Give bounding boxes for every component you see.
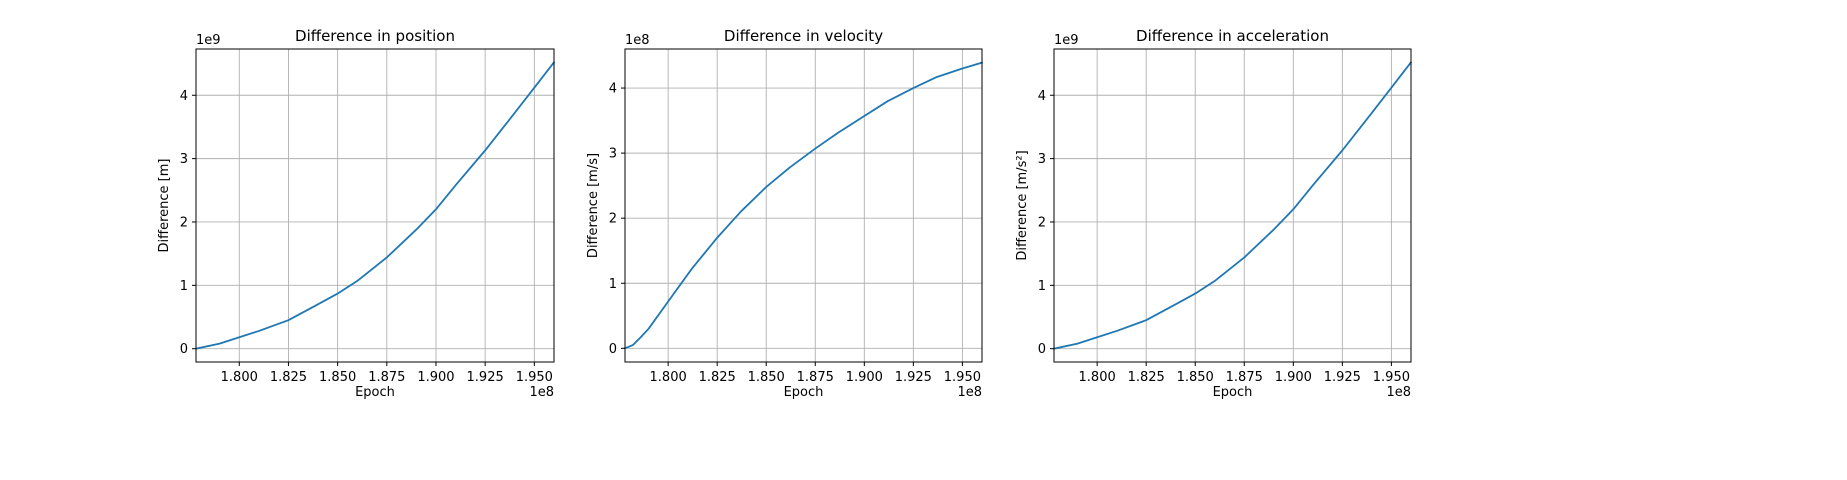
x-tick-label: 1.825 (699, 370, 736, 385)
x-tick-label: 1.925 (467, 370, 504, 385)
y-tick-label: 2 (609, 212, 617, 227)
x-tick-label: 1.950 (1373, 370, 1410, 385)
x-tick-label: 1.875 (797, 370, 834, 385)
x-tick-label: 1.875 (368, 370, 405, 385)
series-line (195, 61, 555, 350)
x-tick-label: 1.950 (944, 370, 981, 385)
x-tick-label: 1.850 (1177, 370, 1214, 385)
series-line (624, 61, 983, 350)
x-tick-label: 1.900 (846, 370, 883, 385)
y-axis-label: Difference [m/s²] (1015, 150, 1030, 260)
x-tick-label: 1.850 (748, 370, 785, 385)
x-tick-label: 1.825 (270, 370, 307, 385)
x-tick-label: 1.950 (516, 370, 553, 385)
subplot-velocity: Difference in velocity 1.800 1.825 1.850 1.… (586, 27, 983, 400)
y-tick-label: 3 (180, 152, 188, 167)
x-offset-label: 1e8 (957, 385, 982, 400)
y-offset-label: 1e9 (196, 33, 221, 48)
x-tick-label: 1.800 (1079, 370, 1116, 385)
x-offset-label: 1e8 (1386, 385, 1411, 400)
x-axis-label: Epoch (1213, 385, 1253, 400)
y-tick-label: 1 (180, 279, 188, 294)
x-tick-label: 1.800 (221, 370, 258, 385)
y-tick-label: 4 (609, 82, 617, 97)
x-tick-label: 1.900 (1275, 370, 1312, 385)
y-tick-label: 4 (180, 89, 188, 104)
x-tick-label: 1.925 (1324, 370, 1361, 385)
y-tick-label: 0 (180, 342, 188, 357)
y-tick-label: 3 (1038, 152, 1046, 167)
axes-frame (1053, 48, 1412, 363)
chart-title: Difference in position (295, 27, 455, 45)
y-tick-label: 3 (609, 147, 617, 162)
x-axis-label: Epoch (784, 385, 824, 400)
axes-frame (624, 48, 983, 363)
x-tick-label: 1.825 (1128, 370, 1165, 385)
subplot-position: Difference in position 1.800 1.825 1.850 1.… (157, 27, 555, 400)
y-tick-label: 1 (609, 277, 617, 292)
y-axis-label: Difference [m/s] (586, 153, 601, 258)
axes-frame (195, 48, 555, 363)
y-axis-label: Difference [m] (157, 159, 172, 253)
x-offset-label: 1e8 (529, 385, 554, 400)
y-tick-label: 0 (609, 342, 617, 357)
chart-title: Difference in velocity (724, 27, 883, 45)
chart-title: Difference in acceleration (1136, 27, 1329, 45)
x-axis-label: Epoch (355, 385, 395, 400)
y-tick-label: 1 (1038, 279, 1046, 294)
x-tick-label: 1.800 (650, 370, 687, 385)
x-tick-label: 1.925 (895, 370, 932, 385)
y-offset-label: 1e9 (1054, 33, 1079, 48)
subplot-acceleration: Difference in acceleration 1.800 1.825 1.8… (1015, 27, 1412, 400)
x-tick-label: 1.875 (1226, 370, 1263, 385)
x-tick-label: 1.900 (417, 370, 454, 385)
y-tick-label: 0 (1038, 342, 1046, 357)
x-tick-label: 1.850 (319, 370, 356, 385)
y-tick-label: 2 (1038, 215, 1046, 230)
series-line (1053, 61, 1412, 350)
y-tick-label: 4 (1038, 89, 1046, 104)
y-tick-label: 2 (180, 215, 188, 230)
y-offset-label: 1e8 (625, 33, 650, 48)
